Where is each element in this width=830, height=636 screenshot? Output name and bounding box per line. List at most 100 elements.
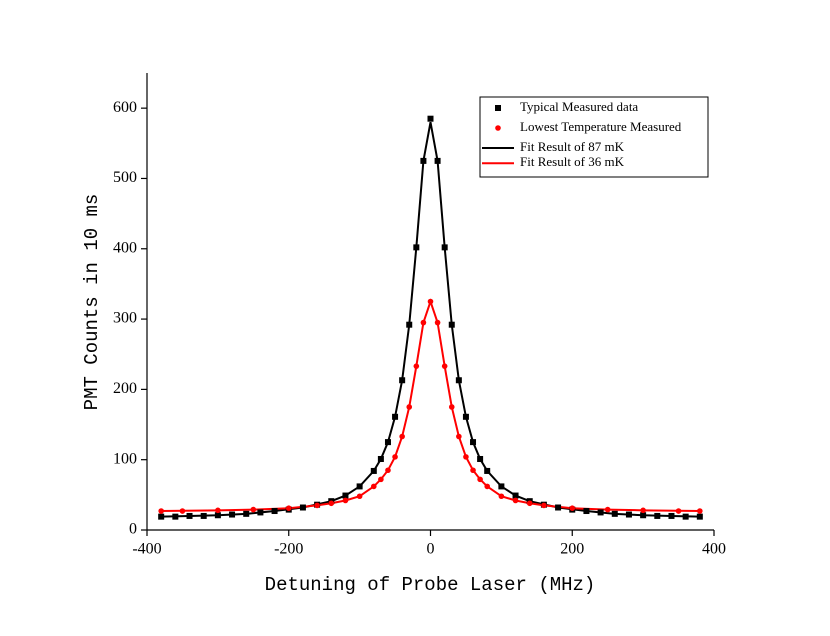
data-point [640,507,646,514]
data-point [158,513,165,520]
data-point [371,483,377,490]
data-point [611,510,618,517]
data-point [406,321,413,328]
data-point [427,115,434,122]
data-point [541,502,547,509]
data-point [200,512,207,519]
data-point [413,244,420,251]
data-point [384,439,391,446]
y-tick-label: 400 [113,239,137,256]
legend-marker [495,105,501,111]
data-point [484,483,491,490]
data-point [406,404,413,410]
data-point [448,404,455,410]
legend-label: Lowest Temperature Measured [520,119,682,134]
x-tick-label: 0 [427,541,435,558]
data-point [328,500,335,507]
data-point [385,467,391,474]
y-tick-label: 100 [113,450,137,467]
fit-line [161,298,700,513]
legend-label: Fit Result of 36 mK [520,154,625,169]
data-point [512,492,519,499]
data-point [420,319,427,326]
data-point [477,476,483,483]
data-point [640,512,647,519]
data-point [675,508,682,514]
data-point [498,493,505,500]
data-point [470,439,477,446]
data-point [441,244,448,251]
data-point [668,512,675,519]
data-point [498,483,505,490]
data-point [377,455,384,462]
y-tick-label: 500 [113,169,137,186]
data-point [356,483,363,490]
data-point [462,413,469,420]
data-point [434,157,441,164]
data-point [179,508,186,514]
legend-marker [495,125,501,131]
data-point [484,467,491,474]
data-point [314,502,320,509]
data-point [625,511,632,518]
x-tick-label: -400 [132,541,161,558]
fit-line [161,122,700,518]
x-tick-label: 400 [702,541,726,558]
data-point [172,513,179,520]
data-point [477,455,484,462]
data-point [512,497,519,504]
data-point [420,157,427,164]
data-point [583,508,590,515]
data-point [555,504,562,511]
data-point [250,506,257,513]
x-tick-label: 200 [560,541,584,558]
data-point [682,513,689,520]
data-point [285,505,292,512]
data-point [243,510,250,517]
data-point [370,467,377,474]
y-axis-title: PMT Counts in 10 ms [81,194,103,411]
data-point [455,377,462,384]
data-point [463,454,469,460]
data-point [696,513,703,520]
y-tick-label: 200 [113,380,137,397]
data-point [342,497,349,504]
data-point [257,509,264,516]
data-point [697,508,703,514]
data-point [186,512,193,519]
legend-label: Typical Measured data [520,99,638,114]
data-point [526,500,533,507]
data-point [413,363,420,369]
data-point [392,413,399,420]
y-tick-label: 600 [113,99,137,116]
x-axis-title: Detuning of Probe Laser (MHz) [265,574,596,596]
y-tick-label: 0 [129,521,137,538]
data-point [427,298,434,305]
legend-box [479,96,709,178]
y-tick-label: 300 [113,310,137,327]
data-point [271,508,278,515]
data-point [229,511,236,518]
data-point [470,467,476,474]
data-point [214,512,221,519]
data-point [456,433,462,440]
legend-label: Fit Result of 87 mK [520,139,625,154]
data-point [448,321,455,328]
data-point [597,509,604,516]
data-point [299,504,306,511]
data-point [342,492,349,499]
data-point [215,507,221,514]
data-point [654,512,661,519]
data-point [399,377,406,384]
data-point [356,493,363,500]
x-tick-label: -200 [274,541,303,558]
data-point [441,363,448,369]
data-point [378,476,384,483]
data-point [392,454,398,460]
data-point [604,506,611,513]
data-point [569,505,576,512]
data-point [434,319,441,326]
data-point [158,508,164,514]
data-point [399,433,405,440]
